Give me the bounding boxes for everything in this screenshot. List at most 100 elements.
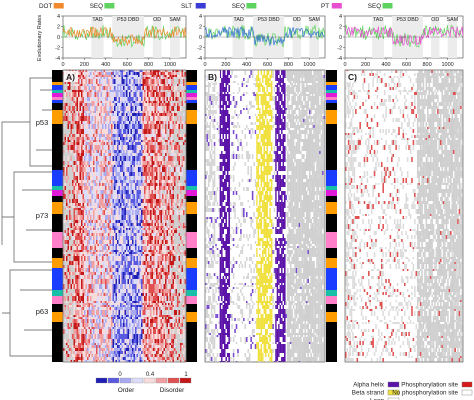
heatmap-cell	[151, 116, 154, 121]
heatmap-cell	[136, 220, 139, 223]
heatmap-cell	[126, 208, 128, 210]
heatmap-cell	[63, 215, 65, 220]
heatmap-cell	[96, 210, 98, 215]
heatmap-cell	[123, 176, 125, 180]
heatmap-cell	[126, 70, 128, 72]
heatmap-cell	[91, 176, 94, 180]
heatmap-cell	[67, 223, 70, 226]
heatmap-cell	[180, 230, 182, 233]
heatmap-cell	[171, 101, 173, 103]
heatmap-cell	[141, 167, 143, 172]
heatmap-cell	[139, 199, 142, 203]
heatmap-cell	[148, 226, 151, 228]
heatmap-cell	[100, 208, 103, 210]
heatmap-cell	[67, 137, 70, 140]
heatmap-cell	[69, 240, 71, 244]
heatmap-cell	[160, 150, 163, 153]
heatmap-cell	[139, 261, 142, 265]
heatmap-cell	[69, 244, 71, 246]
heatmap-cell	[166, 203, 169, 206]
heatmap-cell	[108, 116, 110, 121]
heatmap-cell	[162, 223, 164, 226]
heatmap-cell	[114, 220, 116, 223]
heatmap-cell	[178, 72, 181, 75]
heatmap-cell	[121, 254, 124, 256]
heatmap-cell	[87, 111, 89, 113]
heatmap-cell	[162, 183, 164, 186]
heatmap-cell	[165, 103, 167, 106]
heatmap-cell	[82, 150, 85, 153]
heatmap-cell	[96, 252, 98, 254]
heatmap-cell	[163, 252, 166, 254]
heatmap-cell	[135, 236, 137, 240]
heatmap-cell	[129, 101, 131, 103]
heatmap-cell	[169, 240, 172, 244]
heatmap-cell	[151, 137, 154, 140]
heatmap-cell	[151, 206, 154, 208]
heatmap-cell	[88, 180, 91, 183]
heatmap-cell	[150, 142, 152, 145]
heatmap-cell	[105, 226, 107, 228]
species-band	[52, 214, 63, 232]
heatmap-cell	[154, 86, 157, 90]
heatmap-cell	[162, 153, 164, 156]
heatmap-cell	[177, 70, 179, 72]
heatmap-cell	[111, 215, 113, 220]
heatmap-cell	[183, 124, 185, 129]
heatmap-cell	[97, 172, 100, 176]
heatmap-cell	[148, 172, 151, 176]
heatmap-cell	[166, 101, 169, 103]
heatmap-cell	[94, 124, 97, 129]
heatmap-cell	[114, 265, 116, 268]
heatmap-cell	[159, 220, 161, 223]
heatmap-cell	[72, 246, 74, 250]
heatmap-cell	[97, 129, 100, 134]
heatmap-cell	[102, 223, 104, 226]
heatmap-cell	[67, 186, 70, 190]
heatmap-cell	[66, 244, 68, 246]
heatmap-cell	[120, 220, 122, 223]
heatmap-cell	[127, 140, 130, 142]
heatmap-cell	[106, 186, 109, 190]
heatmap-cell	[163, 226, 166, 228]
heatmap-cell	[109, 233, 112, 236]
heatmap-cell	[112, 92, 115, 97]
heatmap-cell	[78, 145, 80, 150]
heatmap-cell	[108, 172, 110, 176]
heatmap-cell	[148, 210, 151, 215]
heatmap-cell	[121, 129, 124, 134]
heatmap-cell	[100, 150, 103, 153]
heatmap-cell	[79, 92, 82, 97]
heatmap-cell	[168, 230, 170, 233]
heatmap-cell	[73, 92, 76, 97]
heatmap-cell	[78, 261, 80, 265]
heatmap-cell	[151, 113, 154, 116]
heatmap-cell	[70, 206, 73, 208]
heatmap-cell	[141, 92, 143, 97]
heatmap-cell	[73, 161, 76, 165]
heatmap-cell	[177, 236, 179, 240]
heatmap-cell	[109, 137, 112, 140]
heatmap-cell	[112, 265, 115, 268]
heatmap-cell	[64, 246, 67, 250]
heatmap-cell	[64, 265, 67, 268]
heatmap-cell	[132, 116, 134, 121]
heatmap-cell	[75, 250, 77, 252]
heatmap-cell	[123, 226, 125, 228]
heatmap-cell	[67, 246, 70, 250]
heatmap-cell	[172, 92, 175, 97]
heatmap-cell	[70, 240, 73, 244]
heatmap-cell	[100, 116, 103, 121]
heatmap-cell	[151, 176, 154, 180]
heatmap-cell	[67, 97, 70, 101]
heatmap-cell	[153, 256, 155, 261]
heatmap-cell	[114, 215, 116, 220]
heatmap-cell	[168, 190, 170, 194]
heatmap-cell	[168, 106, 170, 111]
heatmap-cell	[183, 228, 185, 230]
heatmap-cell	[166, 215, 169, 220]
heatmap-cell	[94, 199, 97, 203]
heatmap-cell	[109, 194, 112, 199]
heatmap-cell	[130, 111, 133, 113]
heatmap-cell	[103, 79, 106, 84]
